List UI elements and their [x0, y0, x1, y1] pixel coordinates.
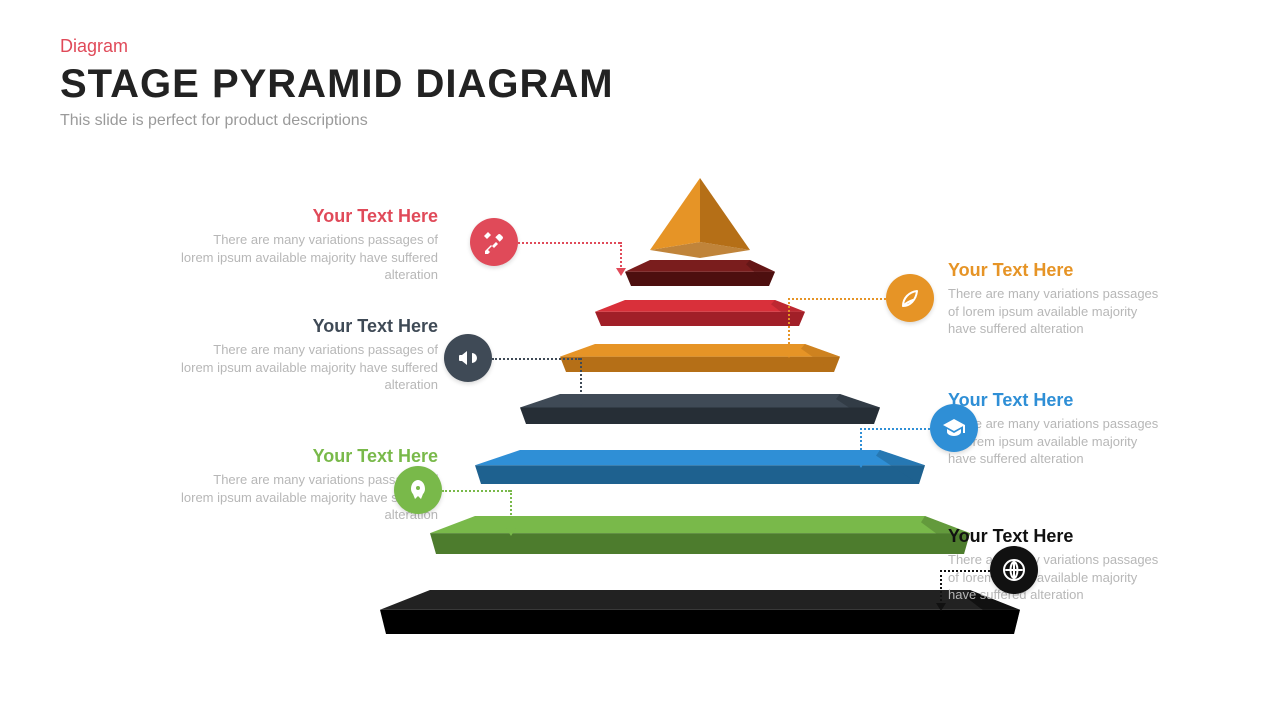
connector [860, 428, 862, 462]
callout-body: There are many variations passages of lo… [178, 231, 438, 284]
connector-arrow [856, 460, 866, 468]
connector [492, 358, 580, 360]
connector [940, 570, 942, 605]
slide-title: STAGE PYRAMID DIAGRAM [60, 62, 614, 107]
pyramid-layer-l4 [560, 344, 840, 390]
callout-body: There are many variations passages of lo… [948, 551, 1168, 604]
pyramid-layer-base [380, 590, 1020, 652]
pyramid-layer-apex [650, 178, 750, 268]
callout-title: Your Text Here [178, 206, 438, 227]
callout-title: Your Text Here [948, 260, 1168, 281]
pyramid-layer-l2 [625, 260, 775, 304]
callout-c4: Your Text Here There are many variations… [948, 260, 1168, 338]
leaf-icon [886, 274, 934, 322]
callout-body: There are many variations passages of lo… [178, 341, 438, 394]
callout-c6: Your Text Here There are many variations… [948, 526, 1168, 604]
slide-subtitle: This slide is perfect for product descri… [60, 112, 368, 130]
pyramid-layer-l3 [595, 300, 805, 344]
callout-body: There are many variations passages of lo… [948, 415, 1168, 468]
megaphone-icon [444, 334, 492, 382]
callout-c5: Your Text Here There are many variations… [948, 390, 1168, 468]
pyramid-layer-l5 [520, 394, 880, 442]
slide-category: Diagram [60, 36, 128, 57]
connector-arrow [616, 268, 626, 276]
connector [442, 490, 510, 492]
connector [788, 298, 886, 300]
callout-title: Your Text Here [948, 390, 1168, 411]
gradcap-icon [930, 404, 978, 452]
connector [580, 358, 582, 400]
rocket-icon [394, 466, 442, 514]
callout-title: Your Text Here [178, 316, 438, 337]
connector [620, 242, 622, 270]
connector-arrow [506, 528, 516, 536]
pyramid-layer-l6 [475, 450, 925, 502]
callout-c1: Your Text Here There are many variations… [178, 206, 438, 284]
callout-body: There are many variations passages of lo… [948, 285, 1168, 338]
slide: Diagram STAGE PYRAMID DIAGRAM This slide… [0, 0, 1280, 720]
connector-arrow [576, 398, 586, 406]
callout-title: Your Text Here [948, 526, 1168, 547]
callout-c2: Your Text Here There are many variations… [178, 316, 438, 394]
tools-icon [470, 218, 518, 266]
connector [518, 242, 620, 244]
connector-arrow [784, 350, 794, 358]
connector [940, 570, 990, 572]
connector [860, 428, 930, 430]
connector [788, 298, 790, 352]
connector-arrow [936, 603, 946, 611]
globe-icon [990, 546, 1038, 594]
callout-title: Your Text Here [178, 446, 438, 467]
connector [510, 490, 512, 530]
